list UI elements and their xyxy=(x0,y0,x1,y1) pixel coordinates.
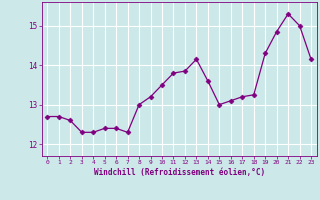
X-axis label: Windchill (Refroidissement éolien,°C): Windchill (Refroidissement éolien,°C) xyxy=(94,168,265,177)
